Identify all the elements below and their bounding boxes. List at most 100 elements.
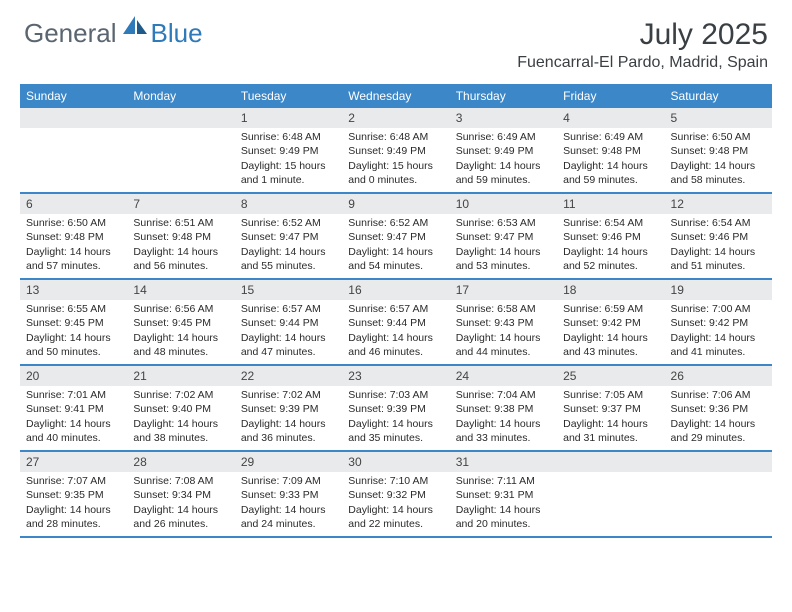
day-cell: 27Sunrise: 7:07 AMSunset: 9:35 PMDayligh… bbox=[20, 452, 127, 536]
daylight-line-1: Daylight: 14 hours bbox=[671, 245, 766, 259]
day-number: 20 bbox=[20, 366, 127, 386]
sunrise-line: Sunrise: 6:51 AM bbox=[133, 216, 228, 230]
daylight-line-2: and 43 minutes. bbox=[563, 345, 658, 359]
sunrise-line: Sunrise: 6:48 AM bbox=[348, 130, 443, 144]
sunset-line: Sunset: 9:48 PM bbox=[26, 230, 121, 244]
sunrise-line: Sunrise: 7:04 AM bbox=[456, 388, 551, 402]
sunrise-line: Sunrise: 6:53 AM bbox=[456, 216, 551, 230]
daylight-line-2: and 41 minutes. bbox=[671, 345, 766, 359]
daylight-line-2: and 40 minutes. bbox=[26, 431, 121, 445]
daylight-line-2: and 57 minutes. bbox=[26, 259, 121, 273]
sunset-line: Sunset: 9:49 PM bbox=[348, 144, 443, 158]
day-cell-body: Sunrise: 6:51 AMSunset: 9:48 PMDaylight:… bbox=[127, 214, 234, 277]
sunrise-line: Sunrise: 7:07 AM bbox=[26, 474, 121, 488]
sunset-line: Sunset: 9:34 PM bbox=[133, 488, 228, 502]
daylight-line-2: and 35 minutes. bbox=[348, 431, 443, 445]
daylight-line-1: Daylight: 14 hours bbox=[348, 245, 443, 259]
daylight-line-2: and 0 minutes. bbox=[348, 173, 443, 187]
sunrise-line: Sunrise: 7:09 AM bbox=[241, 474, 336, 488]
day-header: Wednesday bbox=[342, 84, 449, 108]
day-header: Monday bbox=[127, 84, 234, 108]
day-cell-body: Sunrise: 6:52 AMSunset: 9:47 PMDaylight:… bbox=[235, 214, 342, 277]
sunrise-line: Sunrise: 6:50 AM bbox=[671, 130, 766, 144]
day-cell: 15Sunrise: 6:57 AMSunset: 9:44 PMDayligh… bbox=[235, 280, 342, 364]
day-cell: 12Sunrise: 6:54 AMSunset: 9:46 PMDayligh… bbox=[665, 194, 772, 278]
sunset-line: Sunset: 9:39 PM bbox=[241, 402, 336, 416]
day-cell: 2Sunrise: 6:48 AMSunset: 9:49 PMDaylight… bbox=[342, 108, 449, 192]
day-cell-body: Sunrise: 7:11 AMSunset: 9:31 PMDaylight:… bbox=[450, 472, 557, 535]
daylight-line-1: Daylight: 15 hours bbox=[348, 159, 443, 173]
day-header: Thursday bbox=[450, 84, 557, 108]
daylight-line-1: Daylight: 14 hours bbox=[26, 245, 121, 259]
sunset-line: Sunset: 9:46 PM bbox=[671, 230, 766, 244]
daylight-line-1: Daylight: 14 hours bbox=[671, 159, 766, 173]
day-cell-body: Sunrise: 7:05 AMSunset: 9:37 PMDaylight:… bbox=[557, 386, 664, 449]
day-number: 14 bbox=[127, 280, 234, 300]
day-cell-body: Sunrise: 7:03 AMSunset: 9:39 PMDaylight:… bbox=[342, 386, 449, 449]
sunset-line: Sunset: 9:43 PM bbox=[456, 316, 551, 330]
day-number: 2 bbox=[342, 108, 449, 128]
daylight-line-1: Daylight: 14 hours bbox=[671, 331, 766, 345]
daylight-line-1: Daylight: 14 hours bbox=[348, 331, 443, 345]
day-cell-body: Sunrise: 7:06 AMSunset: 9:36 PMDaylight:… bbox=[665, 386, 772, 449]
day-number: 29 bbox=[235, 452, 342, 472]
day-header: Saturday bbox=[665, 84, 772, 108]
daylight-line-2: and 48 minutes. bbox=[133, 345, 228, 359]
sunrise-line: Sunrise: 7:11 AM bbox=[456, 474, 551, 488]
day-cell-body: Sunrise: 7:07 AMSunset: 9:35 PMDaylight:… bbox=[20, 472, 127, 535]
day-cell-body: Sunrise: 7:00 AMSunset: 9:42 PMDaylight:… bbox=[665, 300, 772, 363]
sunset-line: Sunset: 9:40 PM bbox=[133, 402, 228, 416]
sunset-line: Sunset: 9:48 PM bbox=[563, 144, 658, 158]
sunset-line: Sunset: 9:49 PM bbox=[456, 144, 551, 158]
daylight-line-1: Daylight: 14 hours bbox=[133, 503, 228, 517]
day-cell-body: Sunrise: 7:09 AMSunset: 9:33 PMDaylight:… bbox=[235, 472, 342, 535]
daylight-line-1: Daylight: 14 hours bbox=[456, 503, 551, 517]
sunrise-line: Sunrise: 6:55 AM bbox=[26, 302, 121, 316]
sunrise-line: Sunrise: 6:56 AM bbox=[133, 302, 228, 316]
sunset-line: Sunset: 9:42 PM bbox=[671, 316, 766, 330]
day-cell: 21Sunrise: 7:02 AMSunset: 9:40 PMDayligh… bbox=[127, 366, 234, 450]
daylight-line-2: and 53 minutes. bbox=[456, 259, 551, 273]
week-row: 1Sunrise: 6:48 AMSunset: 9:49 PMDaylight… bbox=[20, 108, 772, 194]
day-cell: 4Sunrise: 6:49 AMSunset: 9:48 PMDaylight… bbox=[557, 108, 664, 192]
sunrise-line: Sunrise: 6:50 AM bbox=[26, 216, 121, 230]
day-number: 5 bbox=[665, 108, 772, 128]
empty-cell bbox=[20, 108, 127, 192]
day-cell-body: Sunrise: 6:54 AMSunset: 9:46 PMDaylight:… bbox=[557, 214, 664, 277]
sunrise-line: Sunrise: 6:49 AM bbox=[456, 130, 551, 144]
daylight-line-2: and 55 minutes. bbox=[241, 259, 336, 273]
week-row: 27Sunrise: 7:07 AMSunset: 9:35 PMDayligh… bbox=[20, 452, 772, 538]
empty-daynum bbox=[557, 452, 664, 472]
day-cell: 30Sunrise: 7:10 AMSunset: 9:32 PMDayligh… bbox=[342, 452, 449, 536]
brand-logo: General Blue bbox=[24, 18, 203, 49]
sunset-line: Sunset: 9:35 PM bbox=[26, 488, 121, 502]
daylight-line-2: and 36 minutes. bbox=[241, 431, 336, 445]
week-row: 20Sunrise: 7:01 AMSunset: 9:41 PMDayligh… bbox=[20, 366, 772, 452]
day-header: Tuesday bbox=[235, 84, 342, 108]
day-cell-body: Sunrise: 6:50 AMSunset: 9:48 PMDaylight:… bbox=[665, 128, 772, 191]
day-cell-body: Sunrise: 7:10 AMSunset: 9:32 PMDaylight:… bbox=[342, 472, 449, 535]
daylight-line-2: and 50 minutes. bbox=[26, 345, 121, 359]
day-number: 28 bbox=[127, 452, 234, 472]
daylight-line-1: Daylight: 14 hours bbox=[133, 331, 228, 345]
daylight-line-2: and 59 minutes. bbox=[563, 173, 658, 187]
day-cell: 24Sunrise: 7:04 AMSunset: 9:38 PMDayligh… bbox=[450, 366, 557, 450]
daylight-line-2: and 33 minutes. bbox=[456, 431, 551, 445]
empty-daynum bbox=[20, 108, 127, 128]
day-number: 11 bbox=[557, 194, 664, 214]
sunset-line: Sunset: 9:31 PM bbox=[456, 488, 551, 502]
day-cell-body: Sunrise: 6:55 AMSunset: 9:45 PMDaylight:… bbox=[20, 300, 127, 363]
day-cell: 20Sunrise: 7:01 AMSunset: 9:41 PMDayligh… bbox=[20, 366, 127, 450]
day-cell: 25Sunrise: 7:05 AMSunset: 9:37 PMDayligh… bbox=[557, 366, 664, 450]
sunrise-line: Sunrise: 7:00 AM bbox=[671, 302, 766, 316]
daylight-line-2: and 56 minutes. bbox=[133, 259, 228, 273]
daylight-line-1: Daylight: 14 hours bbox=[26, 417, 121, 431]
sunset-line: Sunset: 9:47 PM bbox=[241, 230, 336, 244]
day-number: 25 bbox=[557, 366, 664, 386]
day-cell: 28Sunrise: 7:08 AMSunset: 9:34 PMDayligh… bbox=[127, 452, 234, 536]
day-cell-body: Sunrise: 6:48 AMSunset: 9:49 PMDaylight:… bbox=[342, 128, 449, 191]
day-number: 24 bbox=[450, 366, 557, 386]
sunset-line: Sunset: 9:36 PM bbox=[671, 402, 766, 416]
day-cell: 5Sunrise: 6:50 AMSunset: 9:48 PMDaylight… bbox=[665, 108, 772, 192]
day-cell: 14Sunrise: 6:56 AMSunset: 9:45 PMDayligh… bbox=[127, 280, 234, 364]
